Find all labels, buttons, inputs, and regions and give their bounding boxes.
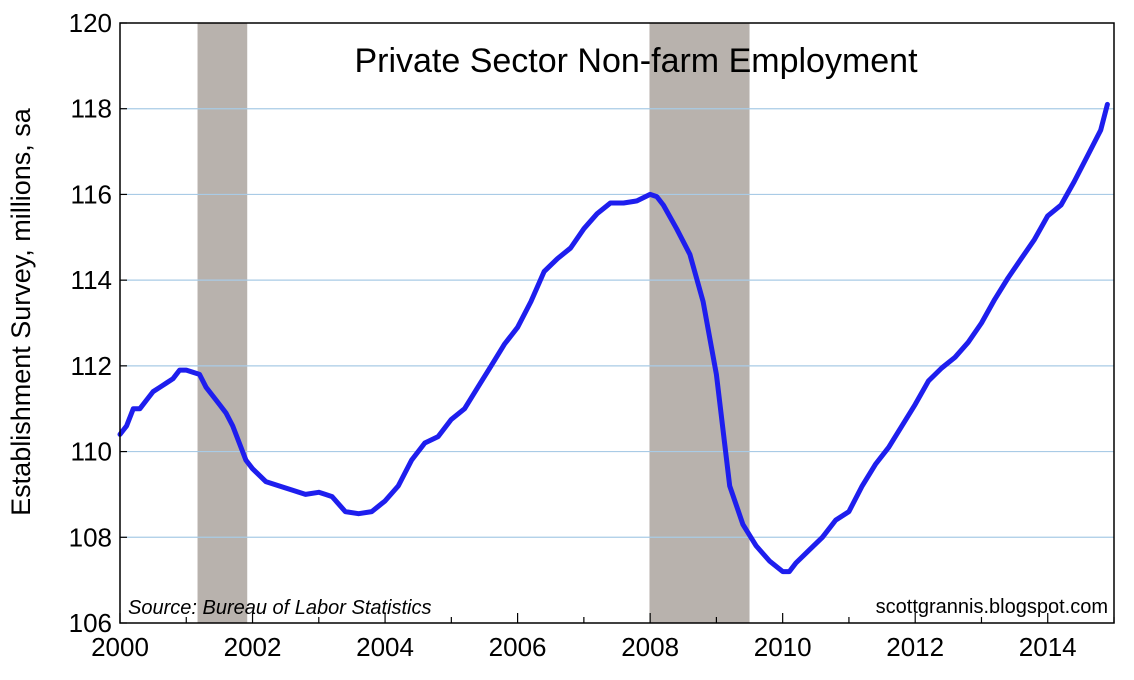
y-tick-label-108: 108 bbox=[69, 522, 112, 552]
watermark: scottgrannis.blogspot.com bbox=[876, 596, 1108, 618]
source-note: Source: Bureau of Labor Statistics bbox=[128, 597, 432, 619]
x-tick-label-2012: 2012 bbox=[886, 632, 944, 662]
recession-bands bbox=[197, 23, 750, 623]
x-axis-ticks: 2000 2002 2004 2006 2008 2010 2012 2014 bbox=[91, 613, 1115, 662]
x-tick-label-2014: 2014 bbox=[1019, 632, 1077, 662]
y-axis-ticks: 106 108 110 112 114 116 118 120 bbox=[69, 8, 127, 638]
recession-band-2 bbox=[649, 23, 750, 623]
y-tick-label-112: 112 bbox=[71, 351, 112, 381]
plot-frame bbox=[119, 22, 1115, 624]
x-tick-label-2006: 2006 bbox=[489, 632, 547, 662]
recession-band-1 bbox=[197, 23, 248, 623]
y-tick-label-110: 110 bbox=[71, 437, 112, 467]
y-tick-label-120: 120 bbox=[69, 8, 112, 38]
x-tick-label-2000: 2000 bbox=[91, 632, 149, 662]
y-tick-label-114: 114 bbox=[71, 265, 112, 295]
chart-title: Private Sector Non-farm Employment bbox=[354, 42, 918, 80]
x-tick-label-2008: 2008 bbox=[621, 632, 679, 662]
x-tick-label-2010: 2010 bbox=[754, 632, 812, 662]
y-tick-label-116: 116 bbox=[71, 179, 112, 209]
y-tick-label-118: 118 bbox=[71, 94, 112, 124]
y-axis-label: Establishment Survey, millions, sa bbox=[6, 107, 36, 516]
y-tick-label-106: 106 bbox=[69, 608, 112, 638]
x-tick-label-2002: 2002 bbox=[224, 632, 282, 662]
series-line-private-employment bbox=[117, 101, 1110, 575]
x-tick-label-2004: 2004 bbox=[356, 632, 414, 662]
